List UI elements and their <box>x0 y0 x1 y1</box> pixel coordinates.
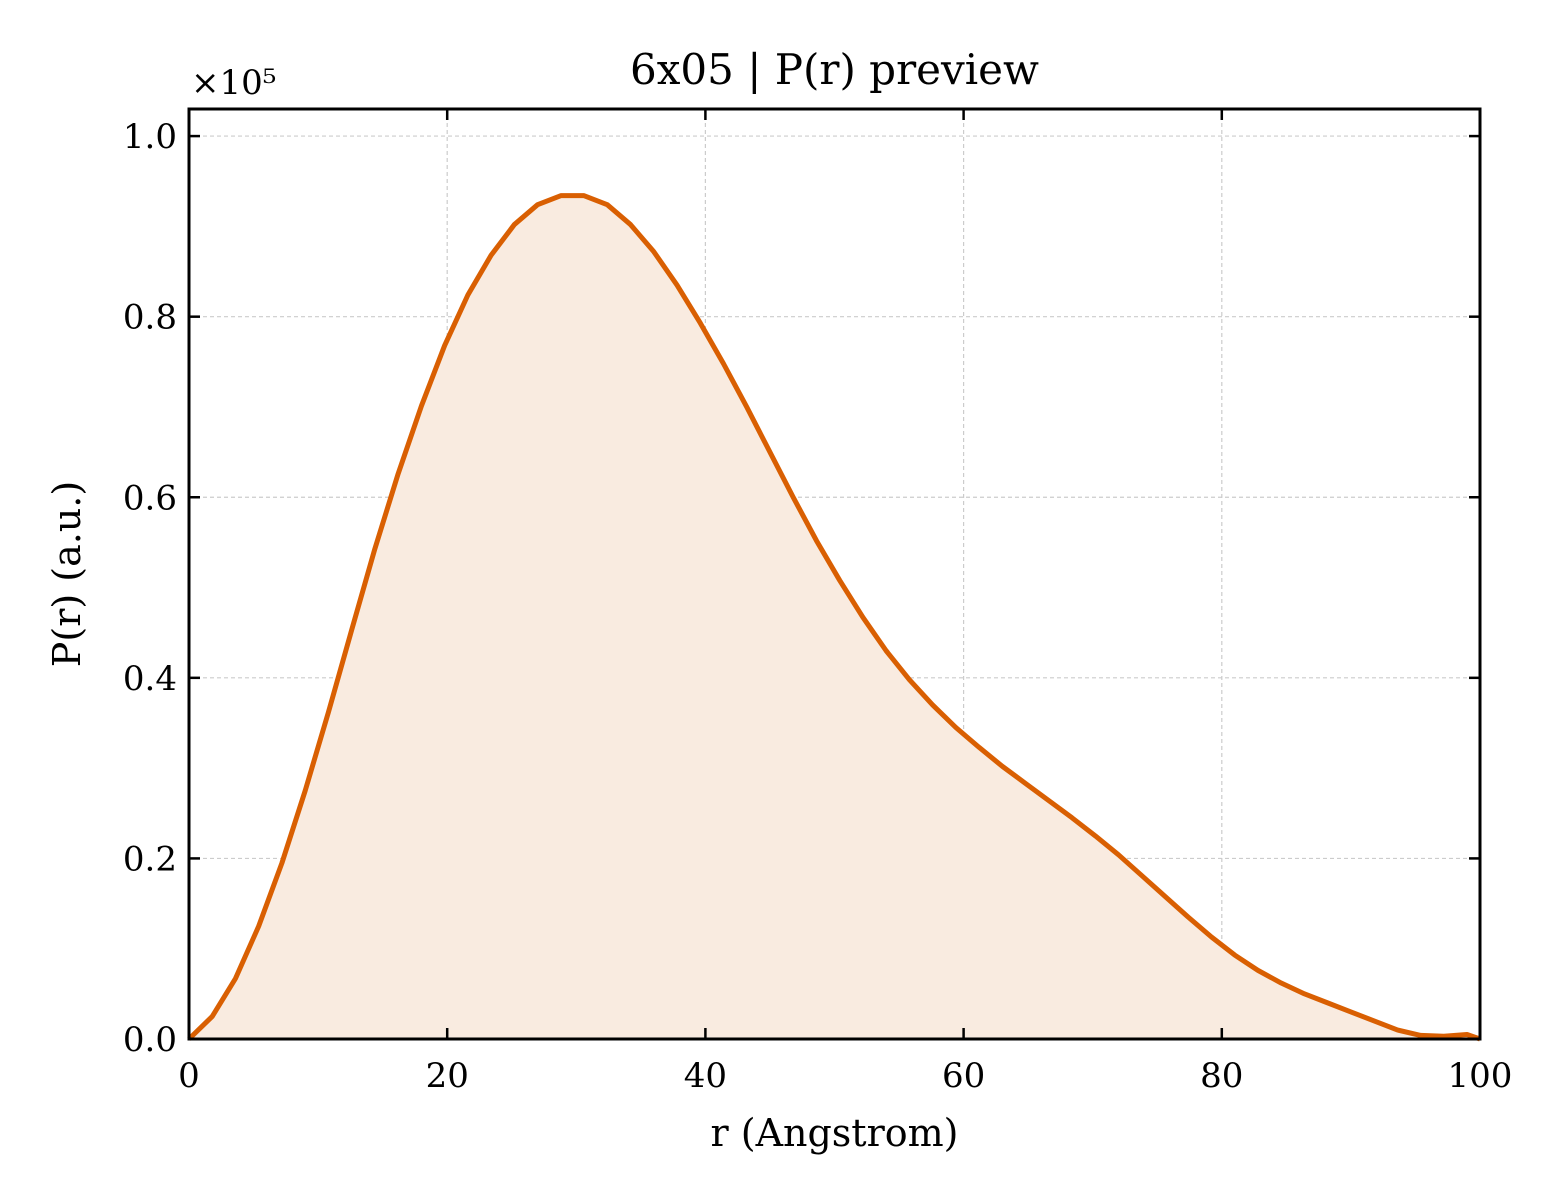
y-tick-label: 0.8 <box>123 298 177 338</box>
x-tick-label: 80 <box>1200 1056 1243 1096</box>
y-axis-title: P(r) (a.u.) <box>45 481 89 667</box>
y-axis: 0.0 0.2 0.4 0.6 0.8 1.0 <box>123 117 1480 1060</box>
x-tick-label: 100 <box>1448 1056 1513 1096</box>
y-tick-label: 0.6 <box>123 478 177 518</box>
x-tick-label: 20 <box>426 1056 469 1096</box>
x-tick-label: 60 <box>942 1056 985 1096</box>
area-fill <box>189 195 1480 1039</box>
x-axis-title: r (Angstrom) <box>711 1111 959 1155</box>
y-tick-label: 1.0 <box>123 117 177 157</box>
x-tick-label: 0 <box>178 1056 200 1096</box>
y-tick-label: 0.0 <box>123 1020 177 1060</box>
plot-frame <box>187 107 1482 1041</box>
y-offset-text: ×10⁵ <box>191 63 276 103</box>
x-axis: 0 20 40 60 80 100 <box>178 109 1512 1096</box>
x-tick-label: 40 <box>684 1056 727 1096</box>
series-line <box>187 193 1481 1042</box>
y-tick-label: 0.2 <box>123 839 177 879</box>
y-tick-label: 0.4 <box>123 659 177 699</box>
chart-title: 6x05 | P(r) preview <box>630 45 1039 94</box>
